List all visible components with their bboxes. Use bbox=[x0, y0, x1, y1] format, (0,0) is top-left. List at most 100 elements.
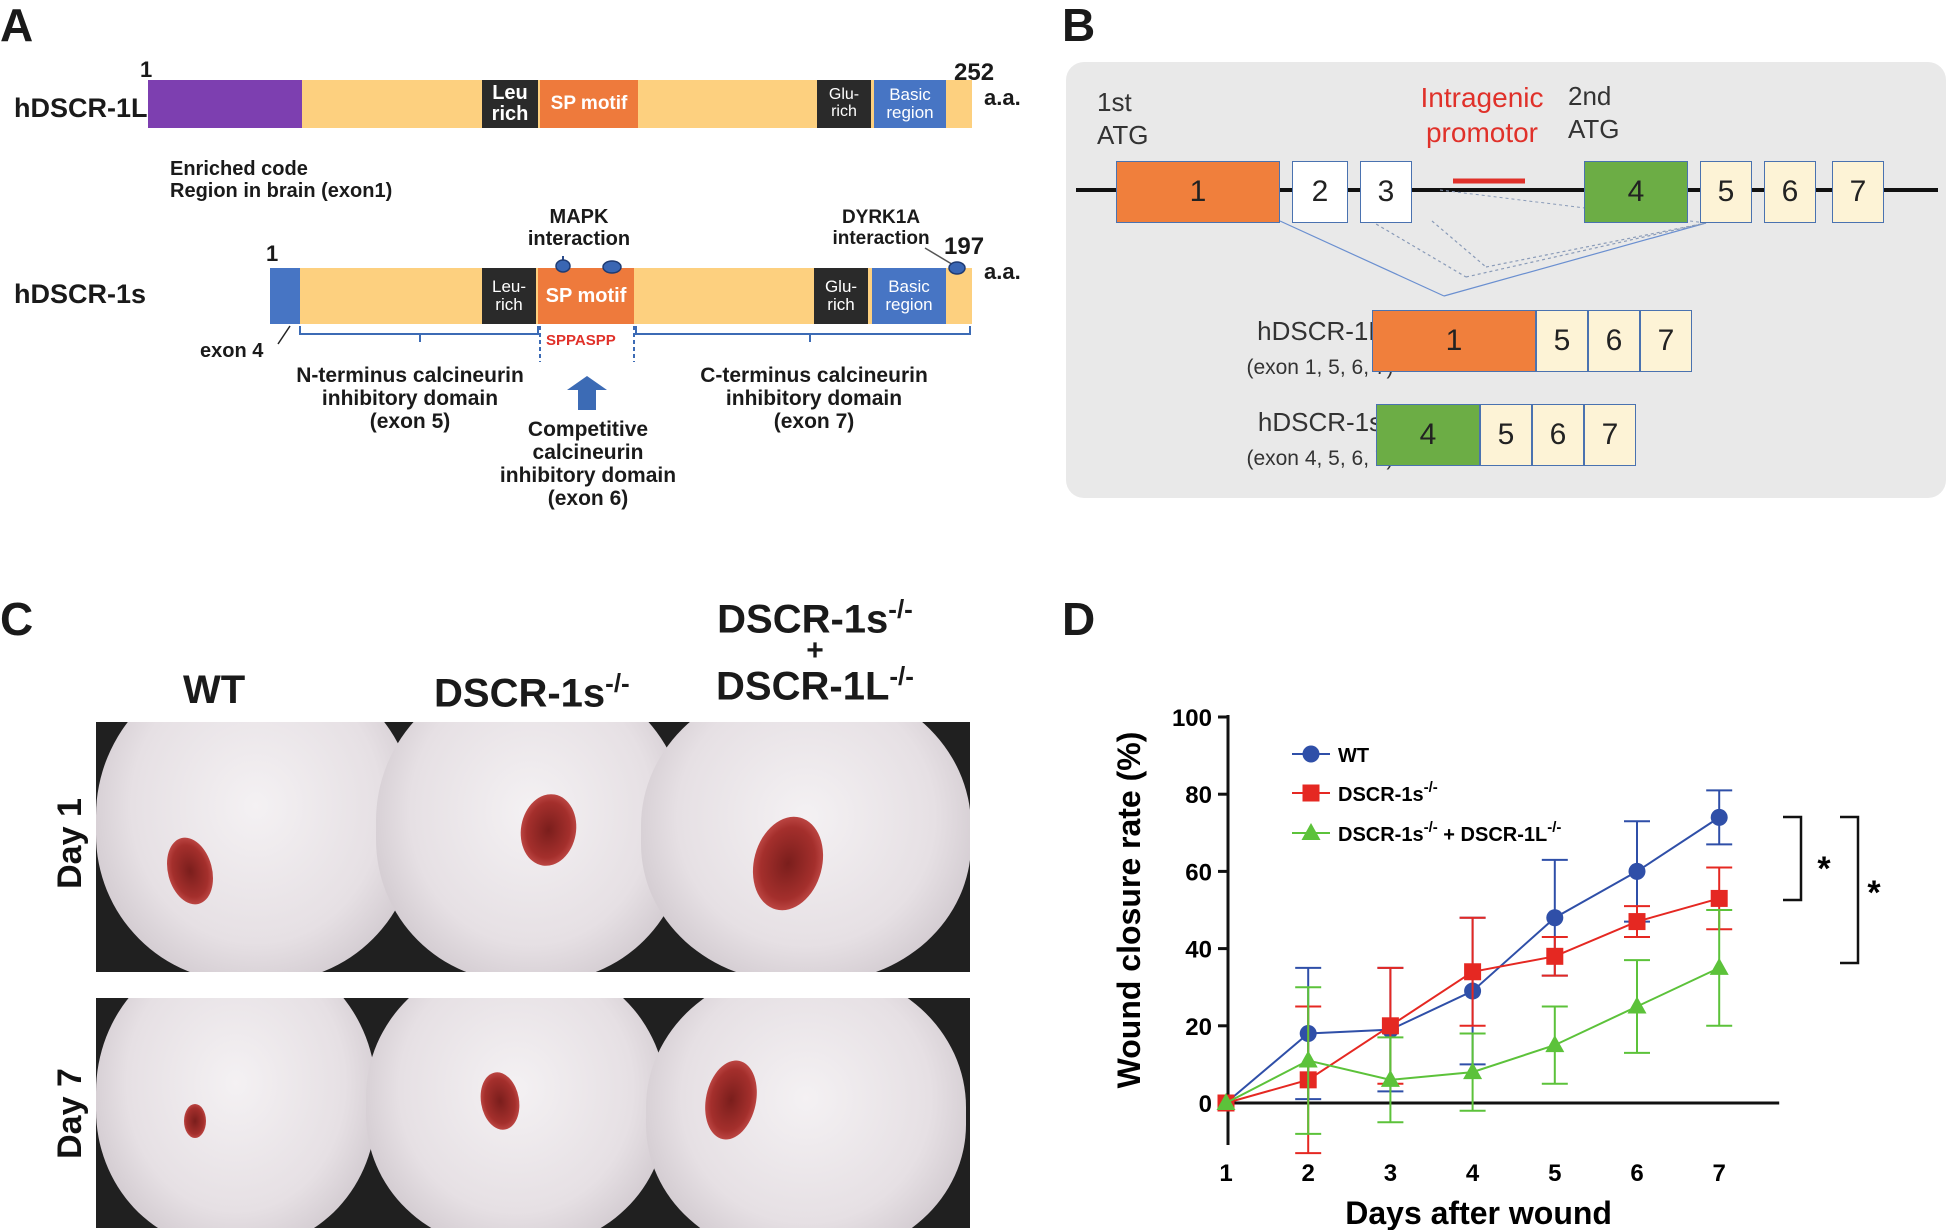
dyrk1a-dot bbox=[948, 261, 966, 275]
sig-star-2: * bbox=[1867, 874, 1881, 912]
genomic-exon-4: 4 bbox=[1584, 161, 1688, 223]
x-tick-label-1: 1 bbox=[1219, 1160, 1232, 1187]
dyrk1a-interaction-label: DYRK1A interaction bbox=[832, 207, 930, 249]
short-transcript-exons: (exon 4, 5, 6, 7) bbox=[1246, 447, 1394, 470]
short-start-number: 1 bbox=[266, 241, 279, 266]
short-transcript-exon-7: 7 bbox=[1584, 404, 1636, 466]
long-units: a.a. bbox=[984, 85, 1021, 110]
first-atg-label: 1st ATG bbox=[1097, 87, 1149, 150]
long-transcript-exons: (exon 1, 5, 6, 7) bbox=[1246, 356, 1394, 379]
point-s1-x7 bbox=[1710, 889, 1728, 907]
genomic-exon-1: 1 bbox=[1116, 161, 1280, 223]
legend-label-0: WT bbox=[1338, 745, 1369, 767]
day7-photo-strip bbox=[96, 998, 970, 1228]
exon4-label: exon 4 bbox=[200, 340, 264, 362]
point-s2-x6 bbox=[1627, 996, 1647, 1014]
point-s2-x2 bbox=[1298, 1050, 1318, 1068]
sig-star-1: * bbox=[1817, 850, 1831, 888]
genomic-exon-5: 5 bbox=[1700, 161, 1752, 223]
short-transcript-exon-4: 4 bbox=[1376, 404, 1480, 466]
legend-label-2: DSCR-1s-/- + DSCR-1L-/- bbox=[1338, 819, 1561, 846]
y-axis-title: Wound closure rate (%) bbox=[1111, 732, 1147, 1089]
wt-day7-wound bbox=[184, 1104, 206, 1138]
y-tick-label-60: 60 bbox=[1185, 859, 1212, 886]
genomic-exon-2: 2 bbox=[1292, 161, 1348, 223]
intragenic-promotor-label: Intragenic promotor bbox=[1420, 82, 1544, 148]
x-axis-title: Days after wound bbox=[1345, 1195, 1612, 1230]
c-term-domain-label: C-terminus calcineurin inhibitory domain(… bbox=[700, 364, 928, 434]
wound-closure-chart: 0 20 40 60 80 100 1 2 3 4 5 6 7 Days after wound Wound… bbox=[1111, 705, 1881, 1230]
panel-a-annotations bbox=[277, 247, 971, 410]
mapk-dot-1 bbox=[555, 259, 571, 273]
sig-bracket-1 bbox=[1783, 815, 1803, 902]
point-s1-x3 bbox=[1381, 1017, 1399, 1035]
x-tick-label-5: 5 bbox=[1548, 1160, 1561, 1187]
short-units: a.a. bbox=[984, 259, 1021, 284]
col-header-dscr1s: DSCR-1s-/- bbox=[434, 668, 630, 716]
combo-day7-skin bbox=[646, 998, 966, 1228]
up-arrow-icon bbox=[567, 376, 607, 410]
y-tick-label-80: 80 bbox=[1185, 782, 1212, 809]
panel-label-b: B bbox=[1062, 0, 1096, 51]
point-s0-x6 bbox=[1628, 862, 1646, 880]
row-label-day1: Day 1 bbox=[50, 798, 89, 889]
sppaspp-label: SPPASPP bbox=[546, 332, 616, 349]
point-s2-x4 bbox=[1463, 1062, 1483, 1080]
exon1-region-block bbox=[148, 80, 302, 128]
day1-photo-strip bbox=[96, 722, 970, 972]
point-s1-x5 bbox=[1546, 947, 1564, 965]
panel-label-a: A bbox=[0, 0, 34, 51]
long-isoform-label: hDSCR-1L bbox=[14, 93, 148, 123]
y-tick-label-40: 40 bbox=[1185, 937, 1212, 964]
enriched-code-label: Enriched code Region in brain (exon1) bbox=[170, 158, 393, 202]
y-tick-label-20: 20 bbox=[1185, 1014, 1212, 1041]
wt-day1-skin bbox=[96, 722, 416, 972]
x-tick-label-6: 6 bbox=[1630, 1160, 1643, 1187]
short-transcript-exon-6: 6 bbox=[1532, 404, 1584, 466]
point-s0-x5 bbox=[1546, 909, 1564, 927]
point-s1-x4 bbox=[1464, 963, 1482, 981]
exon4-pointer bbox=[277, 325, 291, 345]
genomic-exon-7: 7 bbox=[1832, 161, 1884, 223]
point-s2-x7 bbox=[1709, 957, 1729, 975]
long-transcript-exon-5: 5 bbox=[1536, 310, 1588, 372]
basic-region-block-long: Basic region bbox=[874, 80, 946, 128]
legend-marker-0 bbox=[1302, 745, 1320, 763]
point-s0-x7 bbox=[1710, 808, 1728, 826]
short-transcript-exon-5: 5 bbox=[1480, 404, 1532, 466]
point-s2-x1 bbox=[1216, 1093, 1236, 1110]
wt-day7-skin bbox=[96, 998, 376, 1228]
row-label-day7: Day 7 bbox=[50, 1068, 89, 1159]
n-term-domain-label: N-terminus calcineurin inhibitory domain(… bbox=[296, 364, 524, 434]
x-tick-label-7: 7 bbox=[1713, 1160, 1726, 1187]
mapk-dot-2 bbox=[602, 260, 622, 274]
sig-bracket-2 bbox=[1840, 815, 1860, 965]
glu-rich-block-long: Glu-rich bbox=[817, 80, 871, 128]
long-transcript-exon-6: 6 bbox=[1588, 310, 1640, 372]
panel-label-c: C bbox=[0, 593, 34, 645]
legend-marker-1 bbox=[1302, 784, 1320, 802]
legend-label-1: DSCR-1s-/- bbox=[1338, 779, 1438, 806]
legend-marker-2 bbox=[1301, 823, 1321, 840]
y-tick-label-100: 100 bbox=[1172, 705, 1212, 732]
leu-rich-block-short: Leu-rich bbox=[482, 268, 536, 324]
col-header-wt: WT bbox=[183, 668, 246, 712]
short-isoform-label: hDSCR-1s bbox=[14, 279, 147, 309]
point-s1-x6 bbox=[1628, 913, 1646, 931]
long-start-number: 1 bbox=[140, 57, 153, 82]
n-term-bracket bbox=[299, 326, 539, 335]
col-header-combo: DSCR-1s-/- + DSCR-1L-/- bbox=[716, 594, 914, 709]
glu-rich-block-short: Glu-rich bbox=[814, 268, 868, 324]
genomic-exon-6: 6 bbox=[1764, 161, 1816, 223]
y-tick-label-0: 0 bbox=[1199, 1091, 1212, 1118]
x-tick-label-4: 4 bbox=[1466, 1160, 1480, 1187]
long-transcript-name: hDSCR-1L bbox=[1257, 316, 1383, 346]
x-tick-label-3: 3 bbox=[1384, 1160, 1397, 1187]
sp-motif-block-short: SP motif bbox=[538, 268, 634, 324]
second-atg-label: 2nd ATG bbox=[1568, 81, 1620, 144]
point-s2-x3 bbox=[1380, 1069, 1400, 1087]
short-end-number: 197 bbox=[944, 233, 985, 260]
x-tick-label-2: 2 bbox=[1302, 1160, 1315, 1187]
dyrk1a-pointer bbox=[924, 247, 956, 267]
mapk-interaction-label: MAPK interaction bbox=[527, 206, 631, 250]
